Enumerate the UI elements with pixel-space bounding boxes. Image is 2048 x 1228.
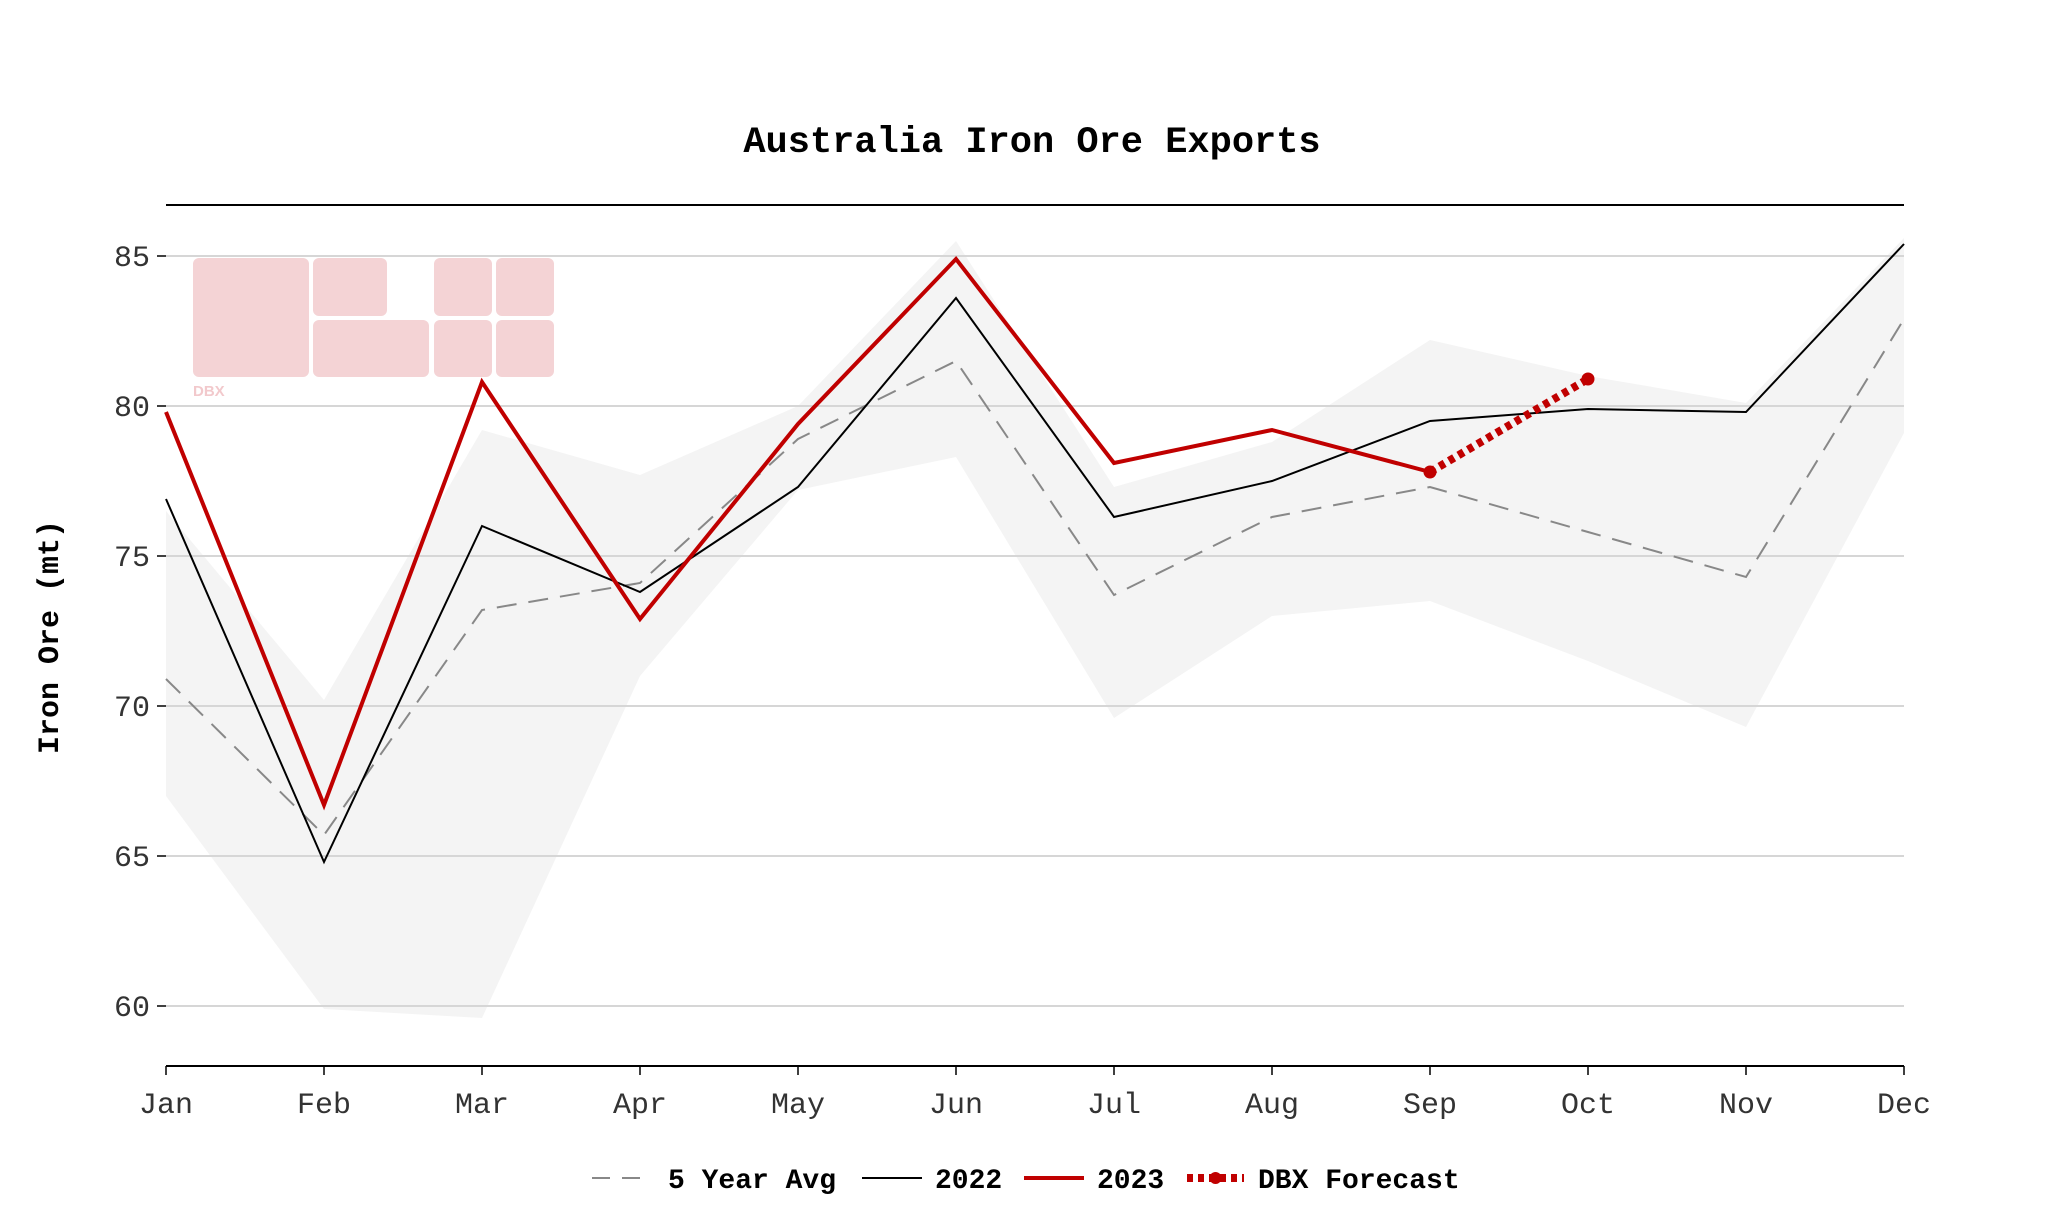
y-tick-label-80: 80 — [114, 392, 150, 426]
x-tick-label-jan: Jan — [139, 1089, 193, 1123]
logo-block — [434, 258, 492, 316]
y-tick-label-75: 75 — [114, 542, 150, 576]
logo-block — [434, 320, 492, 377]
x-tick-label-oct: Oct — [1561, 1089, 1615, 1123]
legend-marker-dbx-forecast — [1209, 1172, 1222, 1184]
y-tick-labels: 60 65 70 75 80 85 — [114, 242, 150, 1026]
logo-block — [313, 258, 387, 316]
logo-block — [313, 320, 429, 377]
legend-label-2023: 2023 — [1097, 1166, 1164, 1197]
legend-label-dbx-forecast: DBX Forecast — [1258, 1166, 1460, 1197]
x-tick-labels: Jan Feb Mar Apr May Jun Jul Aug Sep Oct Nov Dec — [139, 1066, 1931, 1123]
x-tick-label-dec: Dec — [1877, 1089, 1931, 1123]
series-line-2023 — [164, 255, 1431, 811]
chart-title: Australia Iron Ore Exports — [743, 122, 1320, 164]
series-point-dbx-forecast-oct — [1581, 372, 1595, 386]
series-line-5-year-avg — [165, 318, 1905, 837]
y-axis-label: Iron Ore (mt) — [34, 520, 68, 754]
x-tick-label-mar: Mar — [455, 1089, 509, 1123]
range-band-layer — [166, 238, 1904, 1018]
x-tick-label-nov: Nov — [1719, 1089, 1773, 1123]
y-tick-label-60: 60 — [114, 992, 150, 1026]
series-line-2022 — [165, 243, 1905, 865]
series-line-dbx-forecast — [1427, 375, 1591, 476]
legend-label-5-year-avg: 5 Year Avg — [668, 1166, 836, 1197]
logo-block — [193, 258, 309, 377]
series-point-dbx-forecast-sep — [1423, 465, 1437, 479]
y-tick-label-70: 70 — [114, 692, 150, 726]
y-tick-label-85: 85 — [114, 242, 150, 276]
legend-label-2022: 2022 — [935, 1166, 1002, 1197]
axes — [166, 204, 1904, 1067]
x-tick-label-aug: Aug — [1245, 1089, 1299, 1123]
y-tick-label-65: 65 — [114, 842, 150, 876]
logo-block — [496, 258, 554, 316]
legend: 5 Year Avg 2022 2023 DBX Forecast — [592, 1166, 1460, 1197]
x-tick-label-feb: Feb — [297, 1089, 351, 1123]
logo-text: DBX — [193, 383, 225, 400]
x-tick-label-may: May — [771, 1089, 825, 1123]
x-tick-label-jul: Jul — [1087, 1089, 1141, 1123]
x-tick-label-sep: Sep — [1403, 1089, 1457, 1123]
logo-block — [496, 320, 554, 377]
x-tick-label-apr: Apr — [613, 1089, 667, 1123]
series-layer — [164, 243, 1905, 865]
dbx-logo: DBX — [193, 258, 554, 400]
range-band — [166, 238, 1904, 1018]
x-tick-label-jun: Jun — [929, 1089, 983, 1123]
